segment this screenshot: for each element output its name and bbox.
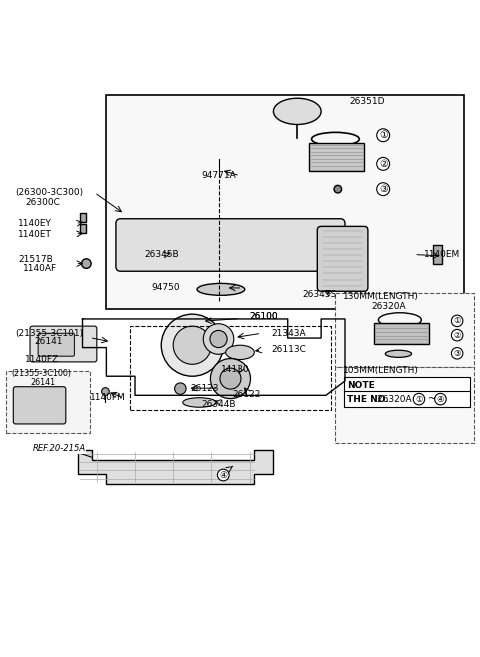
FancyBboxPatch shape xyxy=(336,293,474,367)
Text: ①: ① xyxy=(454,317,461,325)
FancyBboxPatch shape xyxy=(373,323,429,344)
Circle shape xyxy=(334,185,342,193)
Text: 14130: 14130 xyxy=(221,365,250,374)
Ellipse shape xyxy=(385,350,411,357)
Text: (26300-3C300): (26300-3C300) xyxy=(16,188,84,197)
Text: 26300C: 26300C xyxy=(25,198,60,206)
Text: 1140EM: 1140EM xyxy=(424,250,460,259)
Polygon shape xyxy=(78,450,274,484)
Text: 26113C: 26113C xyxy=(271,346,306,355)
Text: 105MM(LENGTH): 105MM(LENGTH) xyxy=(343,365,419,374)
Circle shape xyxy=(210,359,251,399)
Text: NOTE: NOTE xyxy=(348,381,375,390)
Text: 26122: 26122 xyxy=(233,390,261,399)
Text: 1140EY: 1140EY xyxy=(18,219,52,228)
Circle shape xyxy=(175,383,186,394)
Text: 26141: 26141 xyxy=(35,337,63,346)
Text: 1140ET: 1140ET xyxy=(18,229,52,238)
FancyBboxPatch shape xyxy=(30,326,97,362)
Text: 21343A: 21343A xyxy=(271,328,306,338)
FancyBboxPatch shape xyxy=(13,387,66,424)
Text: ④: ④ xyxy=(219,470,228,480)
Text: 1140FZ: 1140FZ xyxy=(25,355,60,364)
FancyBboxPatch shape xyxy=(317,227,368,291)
Text: 1140AF: 1140AF xyxy=(23,264,57,273)
Text: ~: ~ xyxy=(428,394,436,404)
Text: 130MM(LENGTH): 130MM(LENGTH) xyxy=(343,292,419,301)
Text: (21355-3C101): (21355-3C101) xyxy=(16,328,84,338)
FancyBboxPatch shape xyxy=(433,245,442,264)
FancyBboxPatch shape xyxy=(80,213,86,221)
Text: 26123: 26123 xyxy=(190,384,218,393)
Text: 21517B: 21517B xyxy=(18,255,53,264)
Text: 1140FM: 1140FM xyxy=(90,393,125,402)
Circle shape xyxy=(102,388,109,396)
Circle shape xyxy=(161,314,223,376)
FancyBboxPatch shape xyxy=(80,225,86,233)
Text: 26320A: 26320A xyxy=(371,302,406,311)
Text: 94750: 94750 xyxy=(152,283,180,292)
Text: 26141: 26141 xyxy=(30,378,55,387)
Text: ③: ③ xyxy=(379,184,387,194)
FancyBboxPatch shape xyxy=(107,95,464,309)
Text: (21355-3C100): (21355-3C100) xyxy=(11,369,71,378)
Text: 26351D: 26351D xyxy=(350,97,385,106)
Text: 26344B: 26344B xyxy=(202,400,236,409)
Text: 26345B: 26345B xyxy=(144,250,179,259)
Text: THE NO.: THE NO. xyxy=(348,395,389,403)
Text: ①: ① xyxy=(379,130,387,140)
FancyBboxPatch shape xyxy=(336,367,474,443)
FancyBboxPatch shape xyxy=(6,371,90,434)
Text: ②: ② xyxy=(454,330,461,340)
Circle shape xyxy=(173,326,211,364)
Text: ④: ④ xyxy=(437,395,444,403)
Text: 26343S: 26343S xyxy=(302,290,336,299)
FancyBboxPatch shape xyxy=(38,333,74,356)
Ellipse shape xyxy=(274,99,321,124)
Text: ①: ① xyxy=(415,395,423,403)
Text: 94771A: 94771A xyxy=(202,171,237,180)
Text: ③: ③ xyxy=(454,349,461,358)
FancyBboxPatch shape xyxy=(116,219,345,271)
Text: 26320A :: 26320A : xyxy=(377,395,417,403)
Circle shape xyxy=(220,368,241,389)
Text: REF.20-215A: REF.20-215A xyxy=(33,444,85,453)
Circle shape xyxy=(210,330,227,348)
FancyBboxPatch shape xyxy=(344,377,470,407)
FancyBboxPatch shape xyxy=(309,143,364,171)
Ellipse shape xyxy=(226,345,254,359)
Circle shape xyxy=(203,324,234,354)
Text: ②: ② xyxy=(379,159,387,169)
Ellipse shape xyxy=(183,397,216,407)
Ellipse shape xyxy=(197,283,245,296)
Text: 26100: 26100 xyxy=(250,312,278,321)
Text: 26100: 26100 xyxy=(250,312,278,321)
Circle shape xyxy=(82,259,91,268)
